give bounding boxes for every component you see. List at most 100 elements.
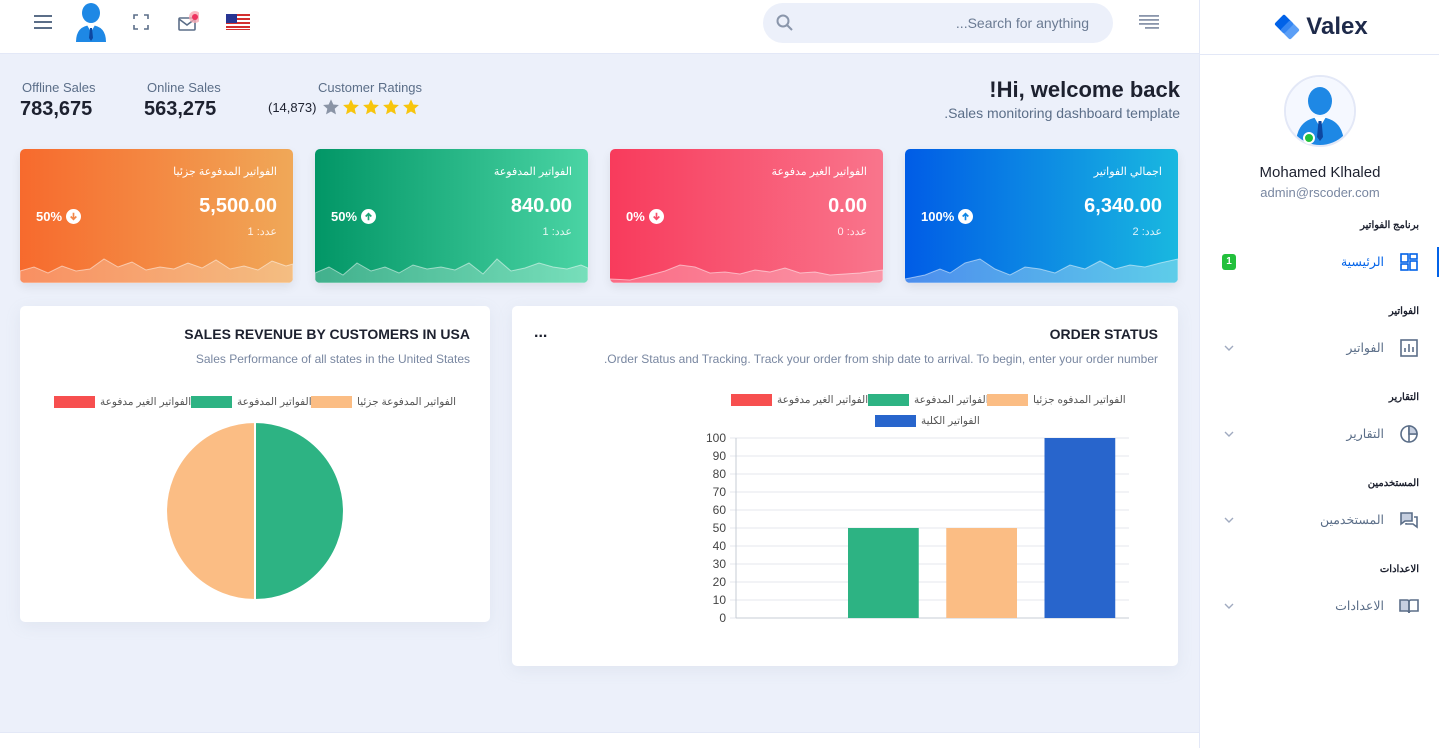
fullscreen-icon[interactable]: [131, 0, 151, 44]
card-value: 6,340.00: [1084, 195, 1162, 217]
pie-chart-icon: [1398, 423, 1420, 445]
card-percent-value: 100%: [921, 209, 955, 224]
bar: [946, 528, 1017, 618]
chevron-down-icon: [1222, 513, 1236, 527]
sparkline: [20, 258, 293, 283]
legend-item[interactable]: الفواتير المدفوه جزئيا: [987, 394, 1126, 406]
y-tick-label: 30: [713, 557, 727, 571]
card-title: اجمالي الفواتير: [1093, 166, 1162, 178]
online-sales-value: 563,275: [144, 98, 217, 120]
pie-slice: [254, 420, 345, 602]
card-unpaid[interactable]: الفواتير الغير مدفوعة 0.00 عدد: 0 0%: [610, 149, 883, 283]
chat-icon: [1398, 509, 1420, 531]
sidebar-item-label: الرئيسية: [1340, 255, 1384, 269]
y-tick-label: 90: [713, 449, 727, 463]
legend-label: الفواتير الكلية: [921, 415, 980, 427]
star-filled-icon: [383, 99, 399, 115]
legend-item[interactable]: الفواتير المدفوعة: [191, 396, 312, 408]
search-input[interactable]: [809, 13, 1089, 33]
menu-category-invoices-program: برنامج الفواتير: [1360, 220, 1419, 231]
sidebar-item-reports[interactable]: التقارير: [1200, 421, 1439, 447]
welcome-title: !Hi, welcome back: [989, 77, 1180, 102]
ratings-count: (14,873): [268, 100, 317, 115]
user-avatar-icon[interactable]: [73, 0, 109, 44]
y-tick-label: 70: [713, 485, 727, 499]
profile-avatar[interactable]: [1284, 75, 1356, 147]
y-tick-label: 20: [713, 575, 727, 589]
sidebar-toggle-icon[interactable]: [1138, 0, 1160, 44]
panel-subtitle: .Order Status and Tracking. Track your o…: [603, 352, 1158, 366]
sidebar-item-label: التقارير: [1346, 427, 1384, 441]
card-count: عدد: 1: [542, 226, 572, 238]
arrow-down-circle-icon: [648, 209, 664, 224]
legend-swatch: [868, 394, 909, 406]
legend-swatch: [987, 394, 1028, 406]
arrow-up-circle-icon: [361, 209, 377, 224]
panel-more-menu[interactable]: ...: [534, 324, 548, 341]
arrow-down-circle-icon: [66, 209, 82, 224]
menu-category-reports: التقارير: [1388, 392, 1419, 403]
rating-stars: [322, 98, 420, 116]
footer: [0, 732, 1199, 748]
sidebar-item-label: المستخدمين: [1319, 513, 1384, 527]
y-tick-label: 80: [713, 467, 727, 481]
bar-chart-icon: [1398, 337, 1420, 359]
card-percent-value: 50%: [36, 209, 63, 224]
sidebar: Valex Mohamed Klhaled admin@rscoder.com …: [1199, 0, 1439, 748]
dashboard-icon: [1398, 251, 1420, 273]
legend-swatch: [731, 394, 772, 406]
us-flag-icon[interactable]: [226, 0, 250, 44]
panel-title: ORDER STATUS: [1049, 326, 1158, 342]
profile-email: admin@rscoder.com: [1260, 185, 1380, 200]
card-value: 5,500.00: [199, 195, 277, 217]
brand-logo[interactable]: Valex: [1200, 0, 1439, 55]
sidebar-item-settings[interactable]: الاعدادات: [1200, 593, 1439, 619]
brand-name: Valex: [1306, 13, 1368, 40]
card-percent: 100%: [921, 209, 974, 224]
card-partially-paid[interactable]: الفواتير المدفوعة جزئيا 5,500.00 عدد: 1 …: [20, 149, 293, 283]
card-count: عدد: 1: [247, 226, 277, 238]
order-status-panel: ORDER STATUS ... .Order Status and Track…: [512, 306, 1178, 666]
legend-item[interactable]: الفواتير الغير مدفوعة: [54, 396, 191, 408]
search-bar[interactable]: [763, 3, 1113, 43]
profile-name: Mohamed Klhaled: [1259, 164, 1381, 181]
sidebar-item-users[interactable]: المستخدمين: [1200, 507, 1439, 533]
card-percent: 50%: [331, 209, 377, 224]
panel-subtitle: Sales Performance of all states in the U…: [195, 352, 470, 366]
legend-item[interactable]: الفواتير المدفوعة جزئيا: [311, 396, 456, 408]
arrow-up-circle-icon: [958, 209, 974, 224]
legend-item[interactable]: الفواتير المدفوعة: [868, 394, 989, 406]
y-tick-label: 0: [719, 611, 726, 625]
pie-slice: [165, 420, 256, 602]
card-total[interactable]: اجمالي الفواتير 6,340.00 عدد: 2 100%: [905, 149, 1178, 283]
card-percent-value: 50%: [331, 209, 358, 224]
legend-label: الفواتير المدفوعة جزئيا: [357, 396, 457, 408]
sidebar-item-label: الفواتير: [1346, 341, 1384, 355]
home-badge: 1: [1222, 254, 1236, 270]
legend-label: الفواتير المدفوعة: [237, 396, 312, 408]
legend-item[interactable]: الفواتير الغير مدفوعة: [731, 394, 868, 406]
offline-sales-label: Offline Sales: [22, 80, 96, 95]
chevron-down-icon: [1222, 427, 1236, 441]
legend-label: الفواتير الغير مدفوعة: [100, 396, 192, 408]
active-indicator: [1437, 247, 1439, 277]
legend-swatch: [191, 396, 232, 408]
online-sales-label: Online Sales: [147, 80, 221, 95]
y-tick-label: 10: [713, 593, 727, 607]
search-icon[interactable]: [775, 13, 795, 38]
legend-item[interactable]: الفواتير الكلية: [875, 415, 980, 427]
chevron-down-icon: [1222, 341, 1236, 355]
menu-category-settings: الاعدادات: [1379, 564, 1419, 575]
star-filled-icon: [403, 99, 419, 115]
bar-chart: 0 10 20 30 40 50 60 70 80 90 100: [706, 431, 1129, 625]
sidebar-item-home[interactable]: 1 الرئيسية: [1200, 247, 1439, 277]
menu-toggle-icon[interactable]: [30, 0, 56, 44]
sidebar-item-invoices[interactable]: الفواتير: [1200, 335, 1439, 361]
legend-label: الفواتير المدفوعة: [914, 394, 989, 406]
sparkline: [610, 264, 883, 283]
bar: [848, 528, 919, 618]
card-paid[interactable]: الفواتير المدفوعة 840.00 عدد: 1 50%: [315, 149, 588, 283]
mail-icon[interactable]: [176, 0, 200, 44]
star-filled-icon: [363, 99, 379, 115]
card-value: 0.00: [828, 195, 867, 217]
